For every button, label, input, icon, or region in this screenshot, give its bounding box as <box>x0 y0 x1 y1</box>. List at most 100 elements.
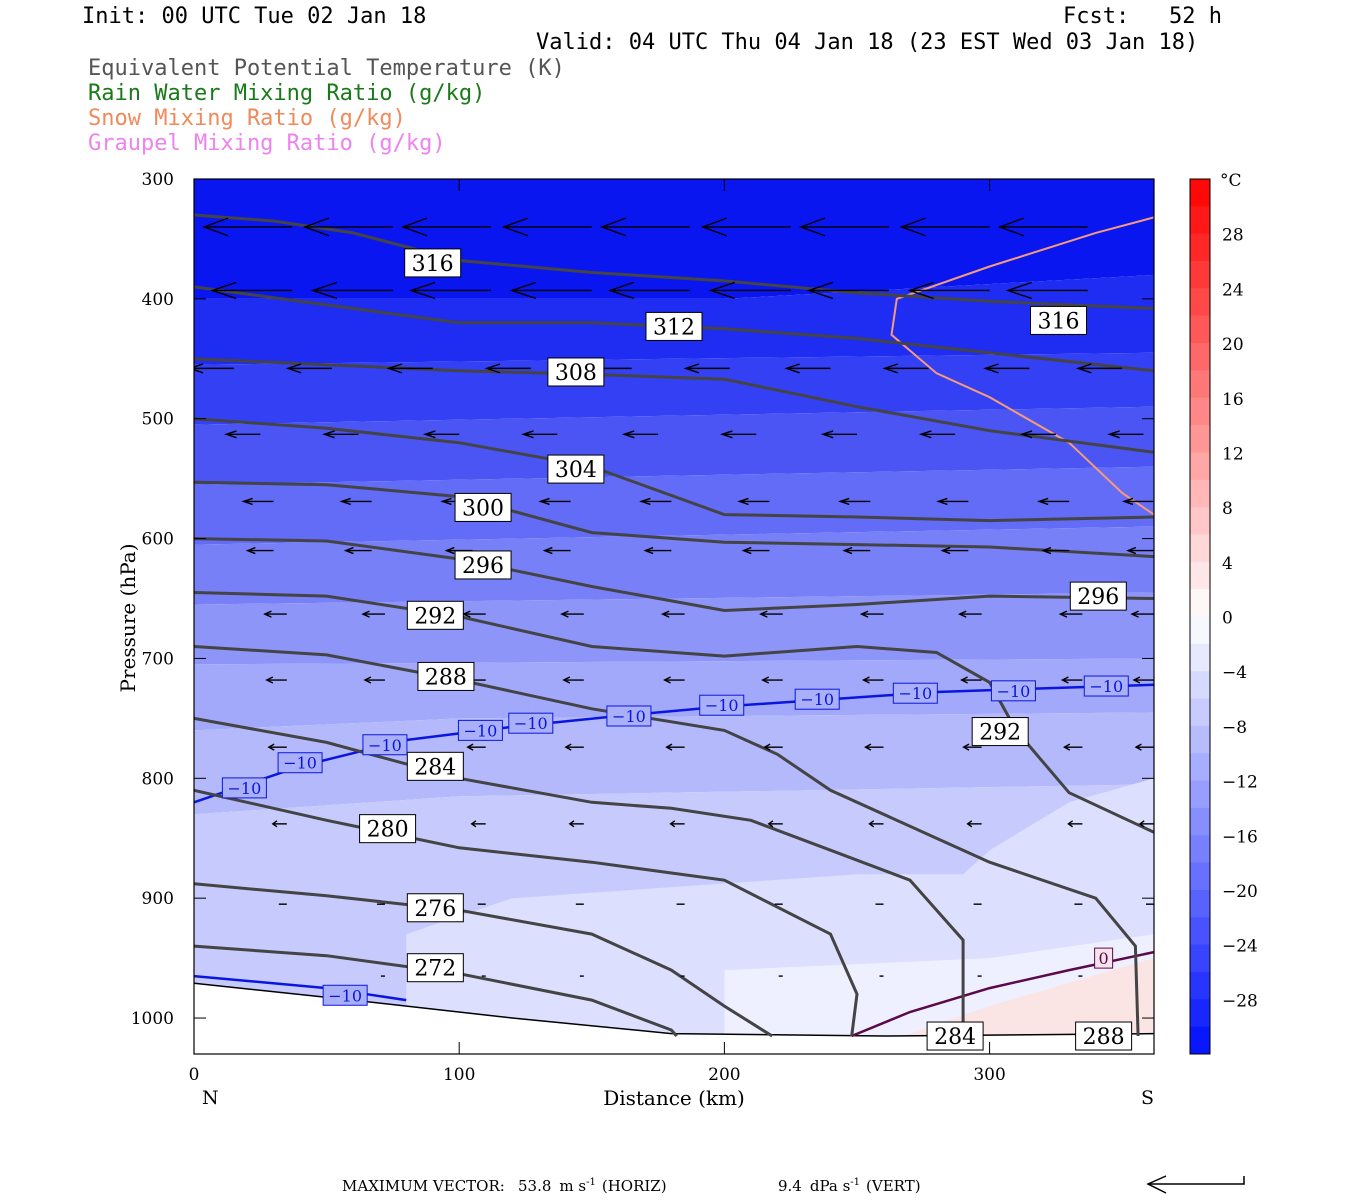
wind-vector <box>763 743 783 751</box>
colorbar-swatch <box>1190 1026 1210 1055</box>
theta-e-label: 296 <box>1069 581 1127 611</box>
wind-vector-head <box>509 281 537 300</box>
theta-e-label-text: 284 <box>414 755 456 780</box>
plot-frame <box>193 178 1155 1055</box>
wind-vector-head <box>861 676 870 684</box>
wind-vector <box>966 820 982 828</box>
colorbar-tick-label: −20 <box>1222 882 1258 902</box>
colorbar-tick-label: 4 <box>1222 554 1233 574</box>
wind-vector-head <box>241 497 253 506</box>
temp-band-4 <box>194 466 1154 545</box>
wind-vector-head <box>386 363 403 374</box>
horiz-value: 53.8 m s-1 (HORIZ) <box>518 1177 667 1195</box>
wind-vector <box>560 610 584 618</box>
theta-e-label-box <box>454 550 512 580</box>
wind-vector <box>784 363 831 374</box>
wind-vector-head <box>562 676 571 684</box>
wind-vector <box>241 497 274 506</box>
theta-e-label-box <box>417 661 475 691</box>
theta-e-label-text: 316 <box>1038 309 1080 334</box>
colorbar-swatch <box>1190 835 1210 864</box>
wind-vector <box>1107 430 1144 439</box>
colorbar-swatch <box>1190 807 1210 836</box>
wind-vector <box>363 676 385 684</box>
wind-vector <box>501 217 592 237</box>
wind-vector <box>683 363 730 374</box>
valid-time: Valid: 04 UTC Thu 04 Jan 18 (23 EST Wed … <box>536 30 1199 55</box>
temp-band-3 <box>194 406 1154 485</box>
theta-e-label-text: 308 <box>555 361 597 386</box>
theta-e-label-text: 304 <box>555 458 597 483</box>
wind-vector-head <box>1058 610 1068 618</box>
wind-vector <box>245 546 274 555</box>
wind-vector-head <box>1138 820 1145 828</box>
isotherm-label-text: −10 <box>612 707 646 726</box>
theta-e-label: 276 <box>406 893 464 923</box>
wind-vector <box>265 676 287 684</box>
wind-vector-head <box>741 546 752 555</box>
isotherm-label-box <box>457 719 503 741</box>
wind-vector-head <box>538 497 550 506</box>
wind-vector-head <box>767 820 774 828</box>
vert-value: 9.4 dPa s-1 (VERT) <box>778 1177 921 1195</box>
isotherm-label: −10 <box>457 719 503 741</box>
wind-vector <box>322 430 359 439</box>
x-tick-label: 0 <box>189 1065 200 1085</box>
theta-e-label-text: 312 <box>653 315 695 340</box>
wind-vector <box>1075 363 1123 374</box>
wind-vector <box>669 820 685 828</box>
isotherm-label-text: −10 <box>1089 677 1123 696</box>
wind-vector <box>271 820 287 828</box>
theta-e-label-text: 296 <box>462 554 504 579</box>
colorbar-swatch <box>1190 479 1210 508</box>
wind-vector <box>106 218 194 236</box>
wind-vector <box>737 497 770 506</box>
isotherm-label: −10 <box>990 680 1036 702</box>
wind-vector <box>1062 743 1083 751</box>
theta-e-contour-316 <box>194 213 1154 310</box>
wind-vector <box>761 676 783 684</box>
wind-vector-head <box>643 546 654 555</box>
colorbar-swatch <box>1190 261 1210 289</box>
wind-vector <box>983 363 1030 374</box>
isotherm-label-text: 0 <box>1099 949 1109 968</box>
colorbar-swatch <box>1190 179 1210 207</box>
isotherm-label: −10 <box>1083 675 1129 697</box>
wind-vector <box>868 820 884 828</box>
wind-vector <box>1132 676 1154 684</box>
theta-e-contour-276 <box>194 882 773 1038</box>
theta-e-label: 284 <box>406 751 464 781</box>
y-tick-label: 900 <box>142 889 174 909</box>
wind-vector <box>1060 676 1083 684</box>
theta-e-label-box <box>1075 1021 1133 1051</box>
wind-vector <box>940 546 969 555</box>
wind-vector-head <box>470 820 477 828</box>
colorbar-tick-label: 20 <box>1222 335 1244 355</box>
wind-vector-head <box>271 820 278 828</box>
wind-vector-head <box>882 363 899 374</box>
wind-vector <box>267 743 287 751</box>
wind-vector-head <box>440 497 452 506</box>
wind-vector <box>607 281 690 300</box>
colorbar-swatch <box>1190 944 1210 973</box>
wind-vector-head <box>700 217 727 237</box>
isotherm-label-text: −10 <box>705 696 739 715</box>
colorbar-swatch <box>1190 589 1210 617</box>
theta-e-label: 288 <box>417 661 475 691</box>
wind-vector-head <box>737 497 749 506</box>
wind-vector <box>202 217 293 237</box>
wind-vector-head <box>1130 610 1139 618</box>
isotherm-label-box <box>508 712 554 734</box>
wind-vector-head <box>1060 676 1069 684</box>
colorbar-swatch <box>1190 507 1210 535</box>
wind-vector <box>665 743 685 751</box>
colorbar-tick-label: 0 <box>1222 609 1233 629</box>
snow-contours <box>890 216 1154 516</box>
colorbar-tick-label: 12 <box>1222 444 1244 464</box>
wind-vector-head <box>106 218 130 236</box>
isotherm-label: −10 <box>892 682 938 704</box>
isotherm-label-text: −10 <box>898 684 932 703</box>
wind-vector <box>422 430 460 439</box>
colorbar-swatch <box>1190 643 1210 672</box>
wind-vector <box>882 363 929 374</box>
